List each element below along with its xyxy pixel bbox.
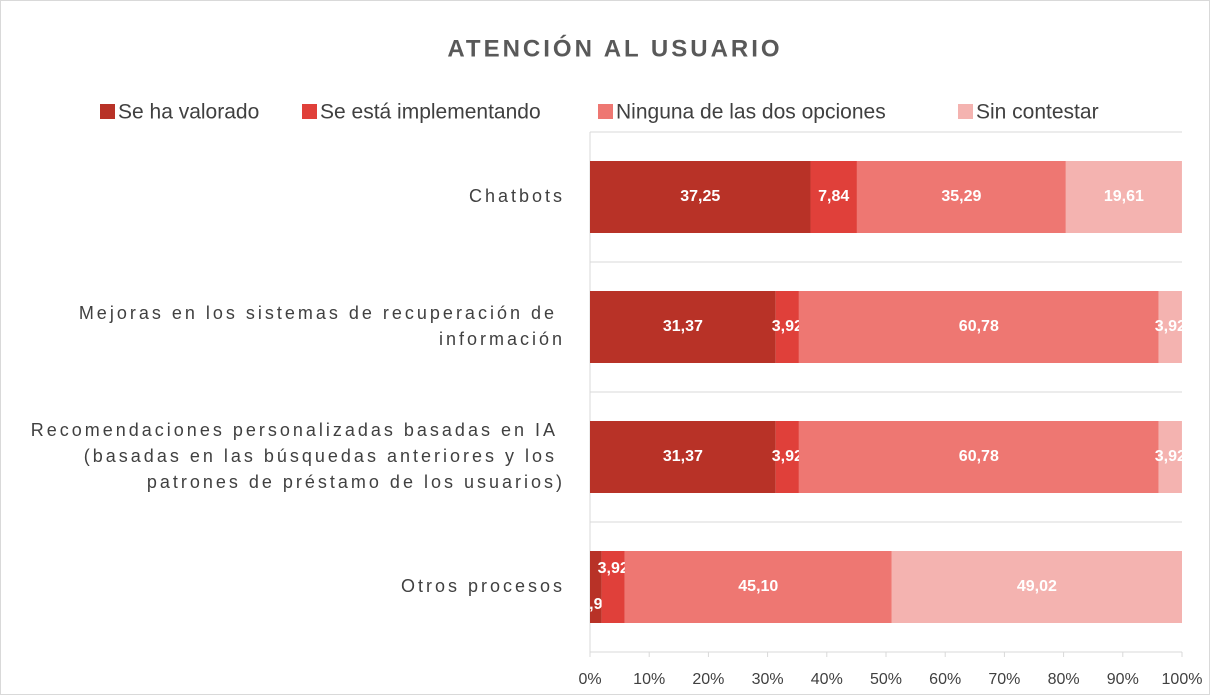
data-label: 60,78 [959,318,999,335]
bar-segment [590,161,811,233]
legend-swatch [100,104,115,119]
data-label: 37,25 [680,188,720,205]
data-label: 31,37 [663,318,703,335]
x-tick-label: 100% [1162,671,1203,688]
bar-segment [798,291,1159,363]
x-tick-label: 30% [752,671,784,688]
bar-segment [891,551,1182,623]
legend-label: Sin contestar [976,101,1099,124]
data-label: 19,61 [1104,188,1144,205]
bar-segment [1065,161,1182,233]
x-tick-label: 50% [870,671,902,688]
bar-segment [856,161,1066,233]
bar-segment [601,551,625,623]
data-label: 3,92 [598,560,629,577]
y-tick-label: Recomendaciones personalizadas basadas e… [31,420,565,492]
x-tick-label: 10% [633,671,665,688]
bar-segment [1158,421,1182,493]
data-label: 3,92 [1155,318,1186,335]
x-tick-label: 90% [1107,671,1139,688]
bar-segment [590,551,602,623]
bar-segment [590,421,776,493]
bar-segment [775,291,799,363]
legend-label: Se ha valorado [118,101,259,124]
bar-segment [590,291,776,363]
data-label: 7,84 [818,188,849,205]
data-label: 3,92 [772,318,803,335]
legend-label: Se está implementando [320,101,541,124]
bar-segment [798,421,1159,493]
data-label: 3,92 [1155,448,1186,465]
bar-segment [1158,291,1182,363]
legend-swatch [302,104,317,119]
x-tick-label: 60% [929,671,961,688]
x-tick-label: 80% [1048,671,1080,688]
x-tick-label: 70% [988,671,1020,688]
legend-label: Ninguna de las dos opciones [616,101,886,124]
x-tick-label: 0% [578,671,601,688]
legend-swatch [958,104,973,119]
bar-segment [775,421,799,493]
y-tick-label: Mejoras en los sistemas de recuperación … [79,303,565,349]
x-tick-label: 40% [811,671,843,688]
bar-segment [624,551,892,623]
legend-swatch [598,104,613,119]
data-label: 31,37 [663,448,703,465]
data-label: 60,78 [959,448,999,465]
data-label: 3,92 [772,448,803,465]
data-label: 45,10 [738,578,778,595]
data-label: 35,29 [941,188,981,205]
x-tick-label: 20% [692,671,724,688]
y-tick-label: Chatbots [469,186,565,206]
data-label: 49,02 [1017,578,1057,595]
bar-segment [810,161,857,233]
chart-title: ATENCIÓN AL USUARIO [447,34,782,62]
y-tick-label: Otros procesos [401,576,565,596]
